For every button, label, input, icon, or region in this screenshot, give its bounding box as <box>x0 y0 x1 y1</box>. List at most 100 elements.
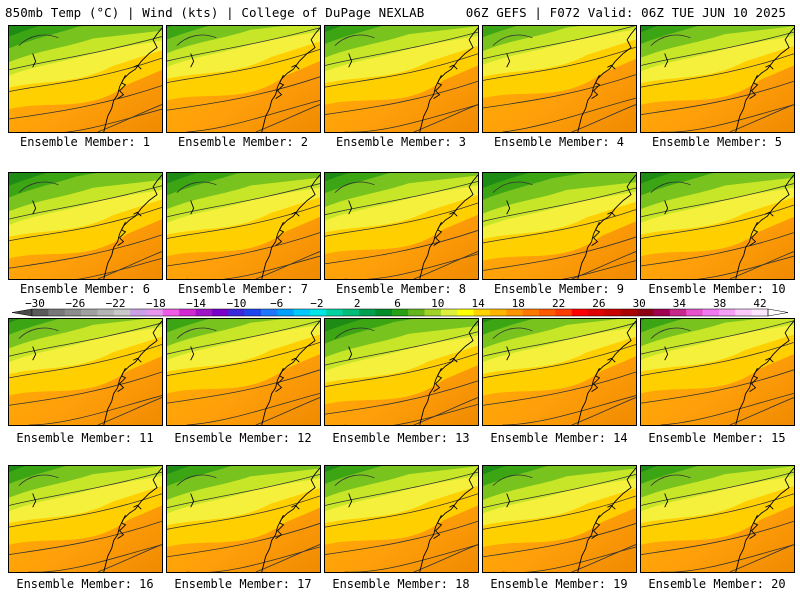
colorbar-swatch <box>32 309 49 316</box>
ensemble-member-map <box>482 318 637 426</box>
ensemble-member-map <box>8 318 163 426</box>
colorbar-swatch <box>539 309 556 316</box>
map-canvas <box>483 319 636 425</box>
map-canvas <box>167 173 320 279</box>
colorbar-swatch <box>588 309 605 316</box>
colorbar-swatch <box>702 309 720 316</box>
ensemble-member-map <box>324 318 479 426</box>
colorbar-swatch <box>260 309 278 316</box>
colorbar-swatch <box>473 309 491 316</box>
colorbar-tick-label: 2 <box>354 299 361 310</box>
ensemble-member-map <box>640 25 795 133</box>
colorbar-tick-label: 30 <box>633 299 646 310</box>
colorbar-tick-label: 34 <box>673 299 687 310</box>
colorbar-swatch <box>718 309 736 316</box>
colorbar-swatch <box>653 309 671 316</box>
valid-time: 06Z GEFS | F072 Valid: 06Z TUE JUN 10 20… <box>465 5 786 20</box>
map-canvas <box>9 173 162 279</box>
ensemble-member-map <box>8 465 163 573</box>
colorbar-swatch <box>146 309 164 316</box>
ensemble-member-map <box>640 318 795 426</box>
ensemble-member-map <box>640 465 795 573</box>
ensemble-member-label: Ensemble Member: 4 <box>493 135 625 149</box>
ensemble-member-map <box>166 318 321 426</box>
map-canvas <box>641 466 794 572</box>
ensemble-member-map <box>324 465 479 573</box>
map-canvas <box>9 319 162 425</box>
colorbar-swatch <box>489 309 507 316</box>
ensemble-member-map <box>166 465 321 573</box>
colorbar-swatch <box>375 309 393 316</box>
map-canvas <box>325 466 478 572</box>
colorbar-tick-label: 14 <box>471 299 485 310</box>
ensemble-member-label: Ensemble Member: 20 <box>648 577 786 591</box>
colorbar-swatch <box>571 309 589 316</box>
colorbar-swatch <box>113 309 131 316</box>
colorbar-swatch <box>130 309 147 316</box>
map-canvas <box>167 319 320 425</box>
colorbar-swatch <box>506 309 523 316</box>
ensemble-member-label: Ensemble Member: 19 <box>490 577 628 591</box>
colorbar-swatch <box>293 309 311 316</box>
colorbar-swatch <box>179 309 196 316</box>
colorbar-swatch <box>457 309 474 316</box>
map-canvas <box>483 466 636 572</box>
colorbar-swatch <box>440 309 458 316</box>
ensemble-member-map <box>482 172 637 280</box>
colorbar-swatch <box>620 309 638 316</box>
temperature-colorbar: −30 −26 −22 −18 −14 −10 −6 −2 2 6 10 14 18 22 26 30 34 38… <box>0 297 800 323</box>
ensemble-member-label: Ensemble Member: 13 <box>332 431 470 445</box>
colorbar-swatch <box>244 309 262 316</box>
ensemble-member-label: Ensemble Member: 12 <box>174 431 312 445</box>
colorbar-tick-label: −6 <box>270 299 283 310</box>
colorbar-tick-label: −10 <box>226 299 246 310</box>
ensemble-member-label: Ensemble Member: 9 <box>493 282 625 296</box>
colorbar-swatch <box>81 309 98 316</box>
colorbar-min-arrow <box>11 308 33 317</box>
colorbar-swatch <box>277 309 294 316</box>
colorbar-tick-label: 38 <box>713 299 726 310</box>
ensemble-member-label: Ensemble Member: 8 <box>335 282 467 296</box>
ensemble-member-map <box>482 25 637 133</box>
ensemble-member-map <box>482 465 637 573</box>
map-canvas <box>9 466 162 572</box>
ensemble-member-label: Ensemble Member: 16 <box>16 577 154 591</box>
colorbar-tick-label: 18 <box>512 299 525 310</box>
colorbar-swatch <box>686 309 703 316</box>
colorbar-tick-label: −22 <box>106 299 126 310</box>
colorbar-tick-label: −26 <box>65 299 85 310</box>
ensemble-member-map <box>166 25 321 133</box>
ensemble-member-label: Ensemble Member: 5 <box>651 135 783 149</box>
ensemble-member-label: Ensemble Member: 11 <box>16 431 154 445</box>
colorbar-swatch <box>637 309 654 316</box>
colorbar-svg: −30 −26 −22 −18 −14 −10 −6 −2 2 6 10 14 18 22 26 30 34 38… <box>11 297 789 317</box>
map-canvas <box>325 319 478 425</box>
map-canvas <box>641 319 794 425</box>
colorbar-swatch <box>162 309 180 316</box>
map-canvas <box>641 26 794 132</box>
ensemble-member-label: Ensemble Member: 6 <box>19 282 151 296</box>
ensemble-member-label: Ensemble Member: 18 <box>332 577 470 591</box>
colorbar-swatch <box>669 309 687 316</box>
ensemble-member-label: Ensemble Member: 17 <box>174 577 312 591</box>
colorbar-tick-label: −2 <box>310 299 323 310</box>
colorbar-tick-label: −18 <box>146 299 166 310</box>
colorbar-swatch <box>391 309 409 316</box>
ensemble-member-map <box>166 172 321 280</box>
map-canvas <box>167 466 320 572</box>
ensemble-member-map <box>8 25 163 133</box>
colorbar-swatch <box>195 309 213 316</box>
colorbar-tick-label: 22 <box>552 299 565 310</box>
colorbar-swatch <box>555 309 573 316</box>
map-canvas <box>483 173 636 279</box>
ensemble-member-label: Ensemble Member: 14 <box>490 431 628 445</box>
ensemble-member-map <box>640 172 795 280</box>
ensemble-member-label: Ensemble Member: 15 <box>648 431 786 445</box>
map-canvas <box>641 173 794 279</box>
ensemble-member-map <box>324 172 479 280</box>
colorbar-tick-label: 26 <box>592 299 605 310</box>
colorbar-tick-label: −30 <box>25 299 45 310</box>
colorbar-swatch <box>751 309 769 316</box>
colorbar-tick-label: 42 <box>753 299 766 310</box>
product-title: 850mb Temp (°C) | Wind (kts) | College o… <box>5 5 425 20</box>
